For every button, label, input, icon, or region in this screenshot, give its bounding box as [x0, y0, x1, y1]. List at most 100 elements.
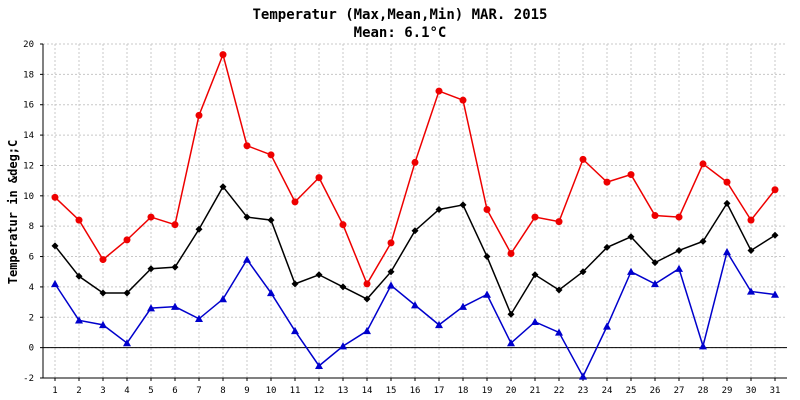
data-point	[99, 320, 107, 329]
data-point	[771, 231, 779, 239]
x-tick-label: 18	[458, 386, 469, 396]
y-tick-label: 2	[29, 313, 34, 323]
data-point	[99, 289, 107, 297]
data-point	[747, 246, 755, 254]
x-tick-label: 24	[602, 386, 613, 396]
x-tick-label: 19	[482, 386, 493, 396]
data-point	[171, 302, 179, 310]
data-point	[147, 265, 155, 273]
data-point	[675, 264, 683, 272]
data-point	[627, 267, 635, 275]
y-tick-label: 10	[23, 192, 34, 202]
plot-area	[43, 44, 787, 378]
x-tick-label: 11	[290, 386, 301, 396]
y-tick-label: -2	[23, 374, 34, 384]
axes	[40, 43, 787, 381]
data-point	[459, 302, 467, 310]
data-point	[627, 171, 635, 179]
x-tick-label: 29	[722, 386, 733, 396]
data-point	[123, 289, 131, 297]
data-point	[147, 304, 155, 312]
x-tick-label: 12	[314, 386, 325, 396]
data-point	[363, 280, 371, 288]
data-point	[723, 199, 731, 207]
data-point	[363, 295, 371, 303]
data-point	[315, 361, 323, 370]
x-tick-label: 2	[76, 386, 81, 396]
data-point	[291, 280, 299, 288]
data-point	[363, 326, 371, 335]
x-tick-label: 31	[770, 386, 781, 396]
data-point	[315, 174, 323, 182]
data-point	[219, 51, 227, 59]
data-point	[507, 339, 515, 347]
data-point	[339, 342, 347, 350]
data-point	[603, 322, 611, 330]
data-point	[459, 96, 467, 104]
y-tick-label: 20	[23, 40, 34, 50]
data-point	[195, 314, 203, 322]
data-point	[387, 268, 395, 276]
data-point	[531, 213, 539, 221]
data-point	[531, 271, 539, 279]
data-point	[243, 142, 251, 150]
data-point	[555, 328, 563, 336]
data-point	[339, 283, 347, 291]
data-point	[147, 213, 155, 221]
data-point	[411, 227, 419, 235]
x-tick-label: 1	[52, 386, 57, 396]
data-point	[51, 242, 59, 250]
x-tick-label: 21	[530, 386, 541, 396]
data-point	[555, 218, 563, 226]
x-tick-label: 4	[124, 386, 129, 396]
series-0	[51, 51, 779, 288]
data-point	[771, 186, 779, 194]
data-point	[747, 287, 755, 295]
data-point	[723, 247, 731, 256]
data-point	[51, 193, 59, 201]
data-point	[483, 290, 491, 298]
y-tick-label: 16	[23, 101, 34, 111]
data-point	[315, 271, 323, 279]
data-point	[219, 295, 227, 303]
y-axis-label: Temperatur in &deg;C	[6, 140, 20, 285]
data-point	[243, 255, 251, 263]
data-point	[651, 212, 659, 220]
data-point	[75, 316, 83, 324]
data-point	[531, 317, 539, 326]
y-tick-label: 0	[29, 344, 34, 354]
series-lines	[51, 51, 779, 380]
data-point	[75, 272, 83, 280]
data-point	[435, 205, 443, 213]
x-tick-label: 15	[386, 386, 397, 396]
x-tick-label: 6	[172, 386, 177, 396]
data-point	[267, 151, 275, 159]
x-tick-label: 16	[410, 386, 421, 396]
x-tick-label: 23	[578, 386, 589, 396]
x-tick-label: 20	[506, 386, 517, 396]
data-point	[267, 216, 275, 224]
data-point	[387, 281, 395, 289]
x-tick-label: 28	[698, 386, 709, 396]
data-point	[123, 236, 131, 244]
x-tick-label: 26	[650, 386, 661, 396]
data-point	[579, 155, 587, 163]
data-point	[339, 221, 347, 229]
data-point	[747, 216, 755, 224]
data-point	[651, 279, 659, 288]
x-tick-label: 22	[554, 386, 565, 396]
data-point	[195, 225, 203, 233]
data-point	[627, 233, 635, 241]
y-tick-label: 18	[23, 70, 34, 80]
data-point	[435, 87, 443, 95]
data-point	[675, 213, 683, 221]
data-point	[387, 239, 395, 247]
data-point	[171, 263, 179, 271]
data-point	[507, 250, 515, 258]
x-tick-label: 10	[266, 386, 277, 396]
data-point	[291, 198, 299, 206]
x-tick-label: 3	[100, 386, 105, 396]
x-tick-label: 13	[338, 386, 349, 396]
